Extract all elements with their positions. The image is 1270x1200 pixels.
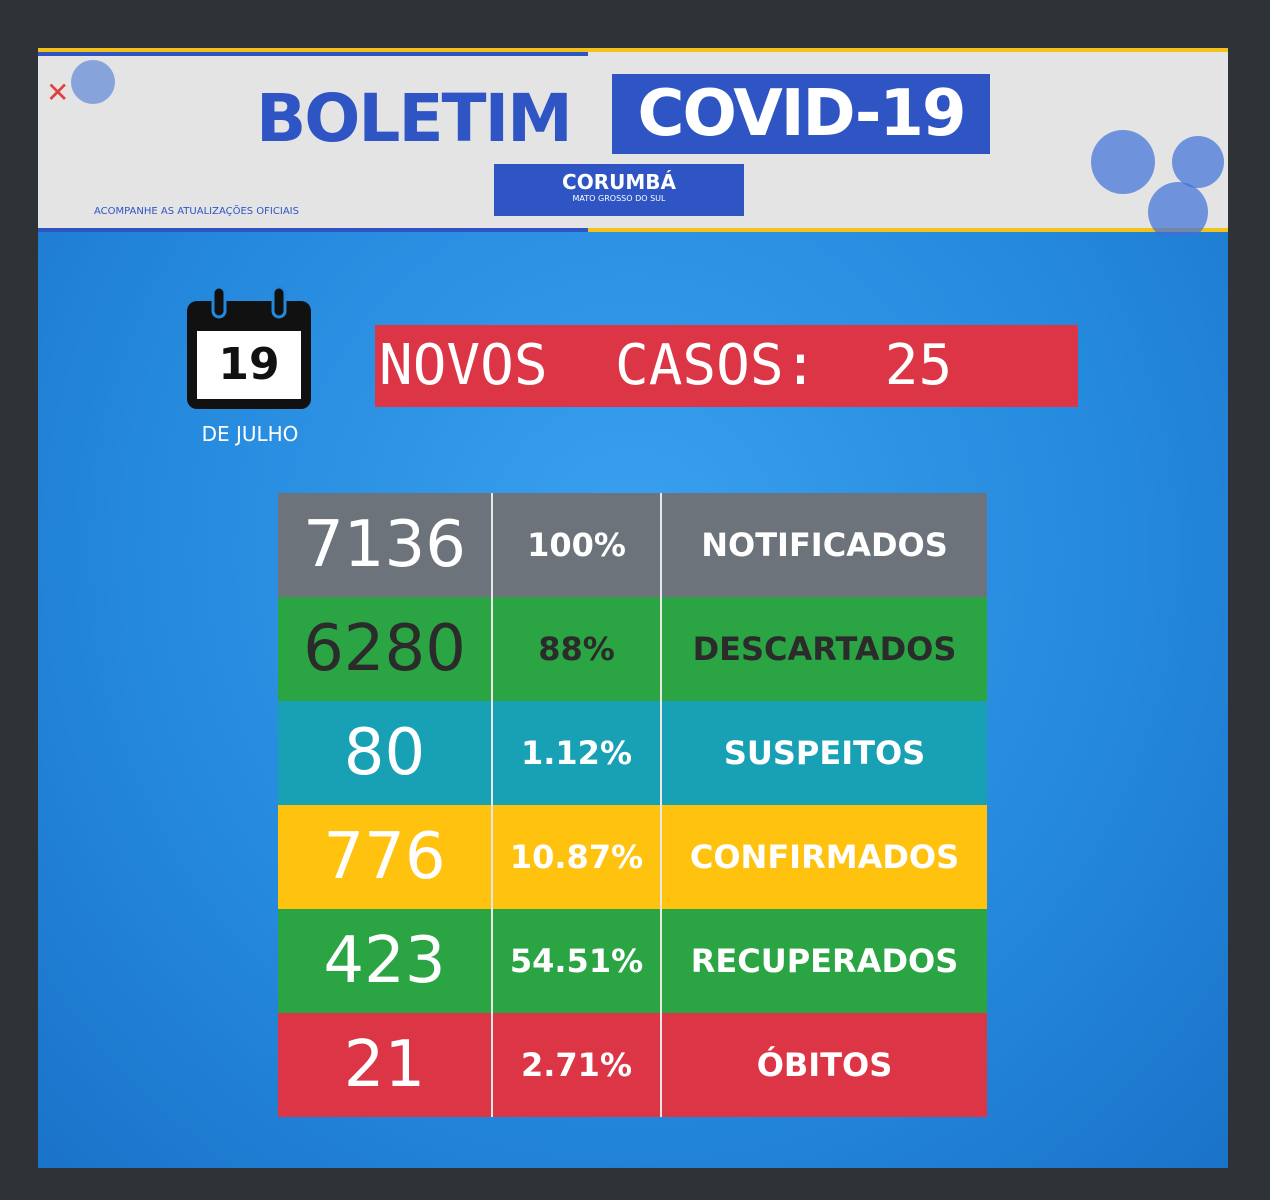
cell-value: 80 bbox=[278, 701, 492, 805]
month: DE JULHO bbox=[188, 422, 312, 446]
cell-label: CONFIRMADOS bbox=[661, 805, 987, 909]
cell-label: NOTIFICADOS bbox=[661, 493, 987, 597]
state: MATO GROSSO DO SUL bbox=[494, 194, 744, 203]
svg-text:✕: ✕ bbox=[46, 76, 69, 109]
calendar-icon: 19 bbox=[183, 285, 318, 415]
cell-value: 423 bbox=[278, 909, 492, 1013]
cell-percent: 100% bbox=[492, 493, 661, 597]
cell-percent: 1.12% bbox=[492, 701, 661, 805]
header: ✕ BOLETIM COVID-19 CORUMBÁ MATO GROSSO D… bbox=[38, 48, 1228, 232]
cell-value: 776 bbox=[278, 805, 492, 909]
cell-value: 7136 bbox=[278, 493, 492, 597]
new-cases: NOVOS CASOS: 25 bbox=[375, 325, 1078, 407]
new-cases-value: 25 bbox=[885, 333, 952, 398]
bulletin-card: ✕ BOLETIM COVID-19 CORUMBÁ MATO GROSSO D… bbox=[38, 48, 1228, 1168]
cell-label: ÓBITOS bbox=[661, 1013, 987, 1117]
cell-value: 21 bbox=[278, 1013, 492, 1117]
cell-value: 6280 bbox=[278, 597, 492, 701]
title-left: BOLETIM bbox=[256, 80, 571, 157]
cell-percent: 10.87% bbox=[492, 805, 661, 909]
cell-label: DESCARTADOS bbox=[661, 597, 987, 701]
cell-percent: 54.51% bbox=[492, 909, 661, 1013]
cell-percent: 88% bbox=[492, 597, 661, 701]
day: 19 bbox=[218, 339, 279, 390]
page: ✕ BOLETIM COVID-19 CORUMBÁ MATO GROSSO D… bbox=[0, 0, 1270, 1200]
city: CORUMBÁ bbox=[494, 170, 744, 194]
tagline: ACOMPANHE AS ATUALIZAÇÕES OFICIAIS bbox=[94, 206, 299, 217]
title-right: COVID-19 bbox=[612, 74, 990, 154]
cell-label: RECUPERADOS bbox=[661, 909, 987, 1013]
new-cases-label: NOVOS CASOS: bbox=[379, 333, 817, 398]
location: CORUMBÁ MATO GROSSO DO SUL bbox=[494, 164, 744, 216]
cell-percent: 2.71% bbox=[492, 1013, 661, 1117]
cell-label: SUSPEITOS bbox=[661, 701, 987, 805]
